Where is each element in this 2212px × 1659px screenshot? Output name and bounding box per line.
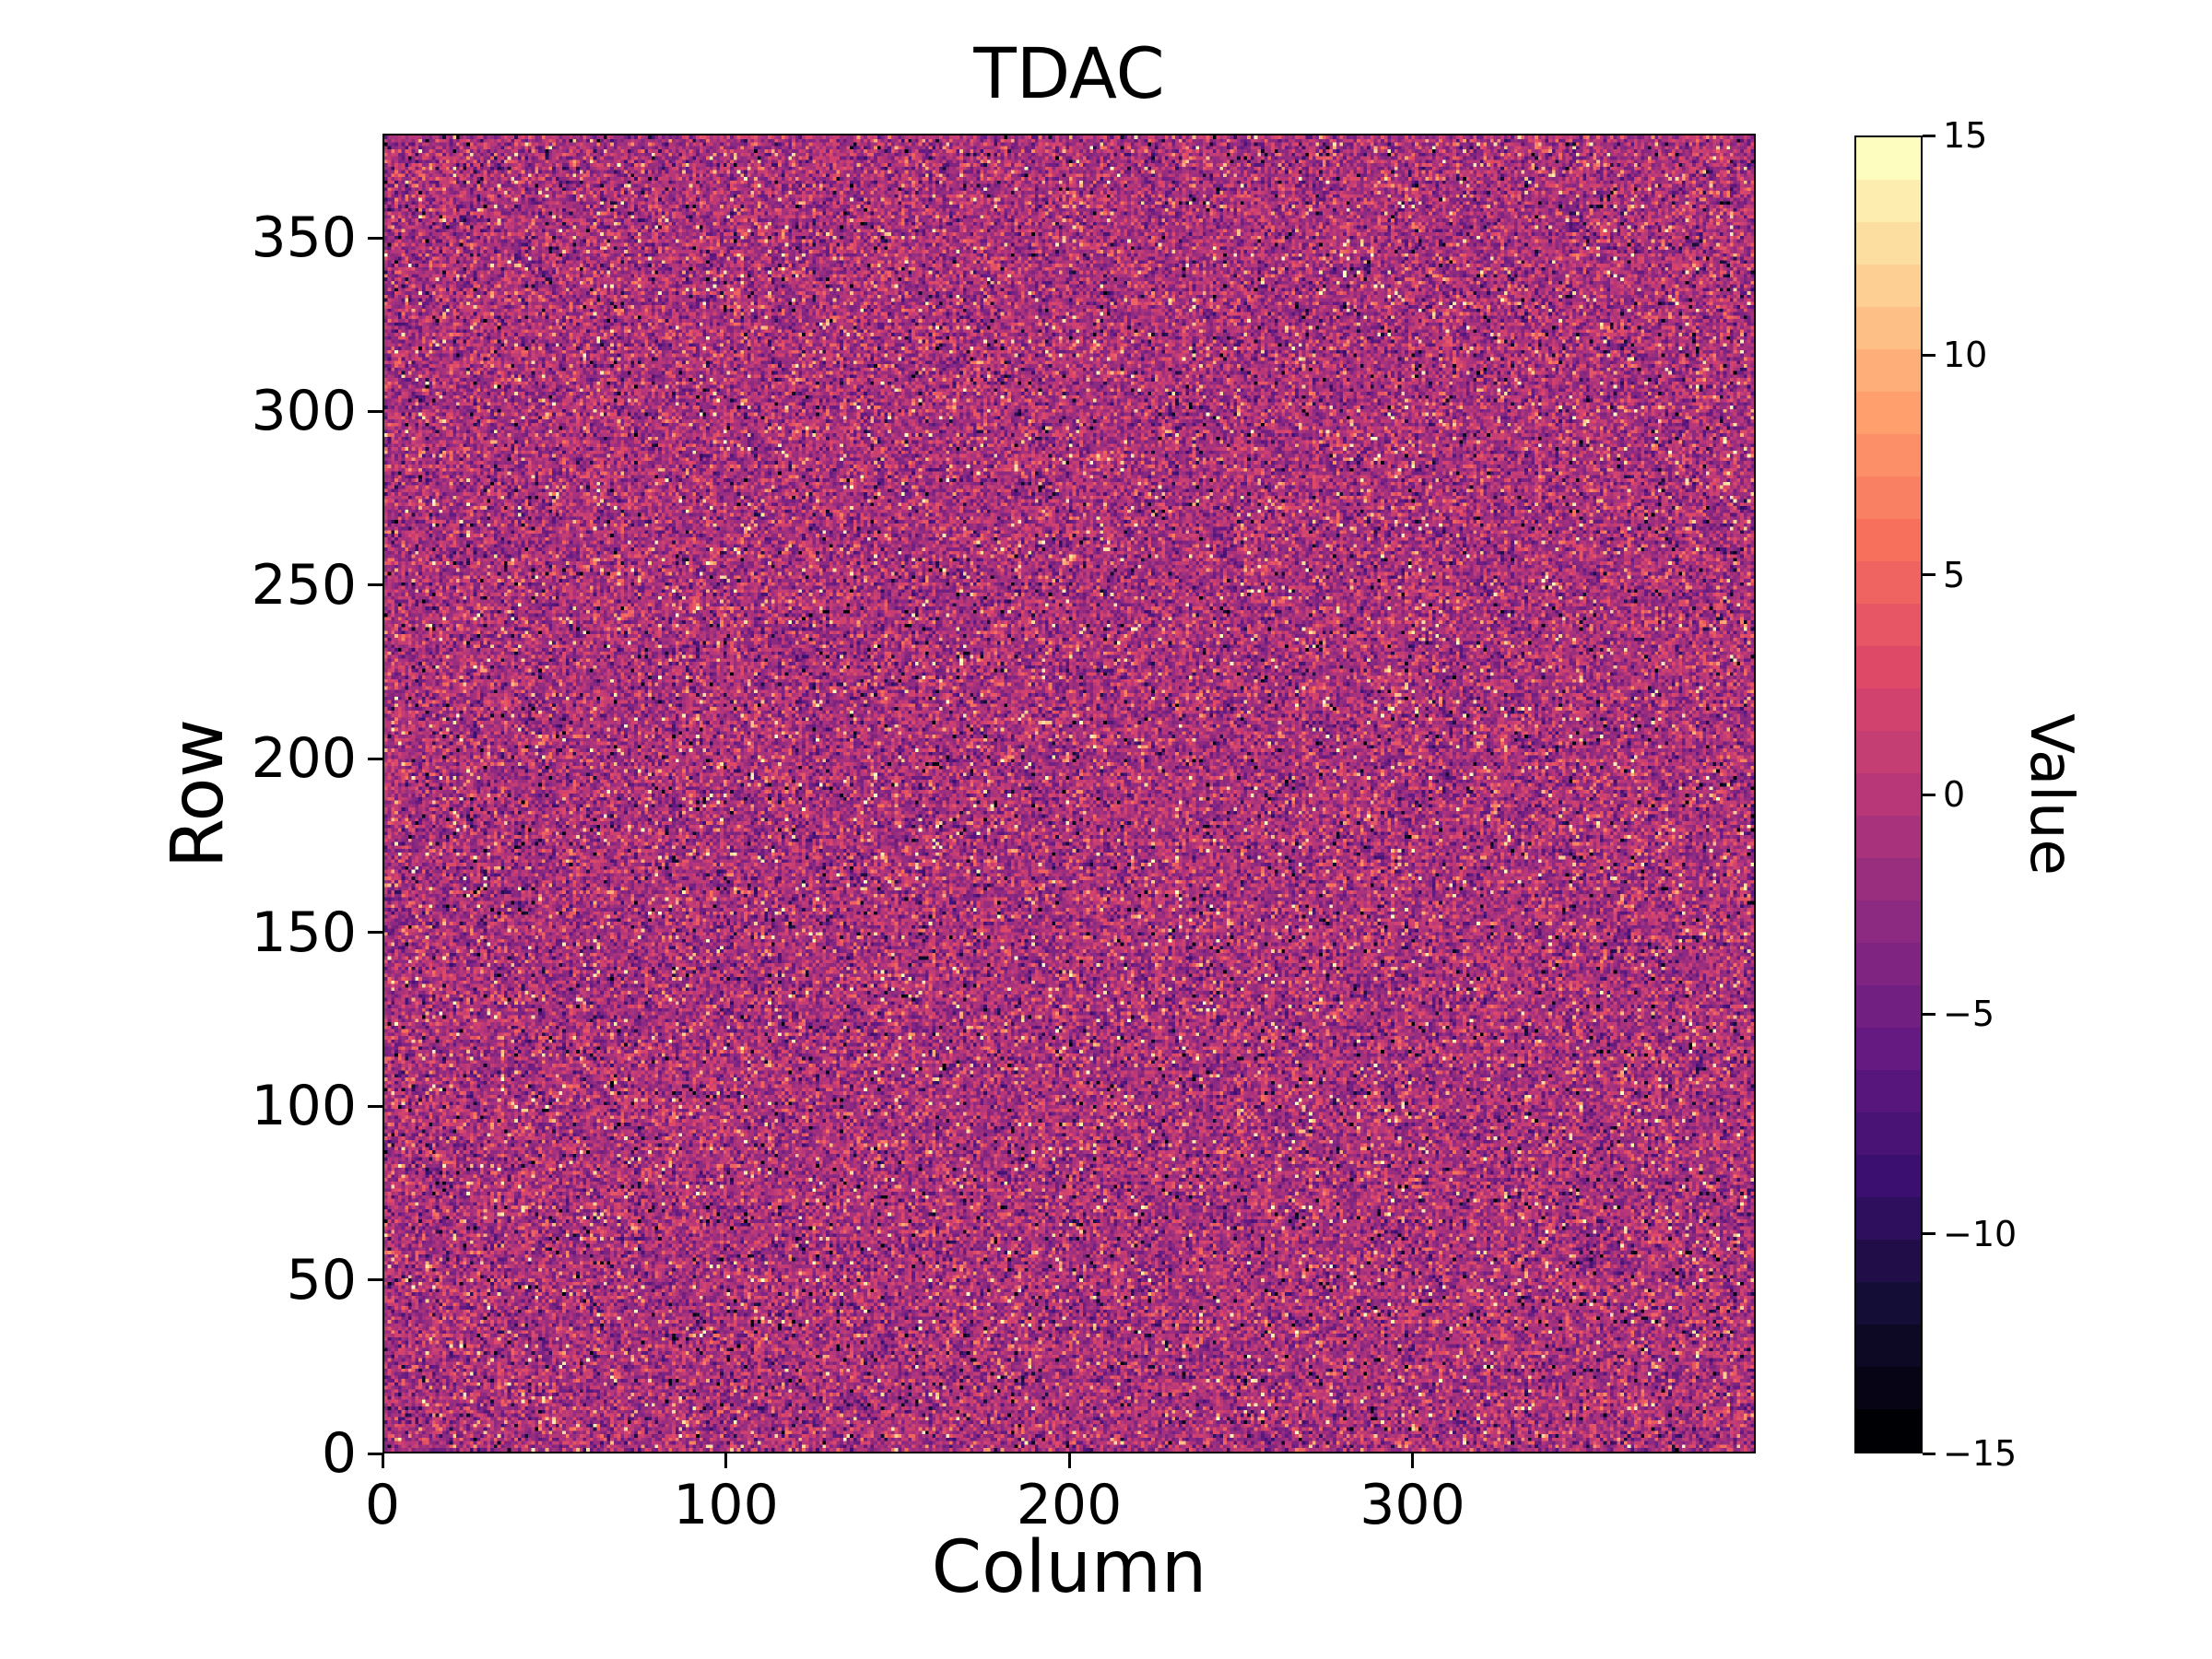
y-tick-label: 350 (251, 206, 357, 271)
colorbar-tick-mark (1923, 1232, 1936, 1236)
y-tick-mark (368, 583, 382, 587)
colorbar-tick-label: −15 (1943, 1433, 2018, 1474)
colorbar-tick-mark (1923, 353, 1936, 357)
colorbar-label: Value (2017, 713, 2085, 876)
y-tick-mark (368, 931, 382, 935)
y-tick-label: 150 (251, 900, 357, 965)
x-tick-label: 0 (364, 1473, 401, 1537)
x-axis-label: Column (931, 1526, 1207, 1609)
y-tick-label: 200 (251, 726, 357, 792)
colorbar-tick-label: 10 (1943, 335, 1988, 376)
colorbar-tick-mark (1923, 793, 1936, 796)
chart-title: TDAC (973, 32, 1165, 114)
x-tick-mark (1411, 1453, 1414, 1468)
x-tick-label: 300 (1359, 1473, 1465, 1537)
colorbar-tick-mark (1923, 1452, 1936, 1455)
colorbar-tick-label: −10 (1943, 1213, 2018, 1254)
y-tick-mark (368, 1452, 382, 1455)
colorbar-tick-label: −5 (1943, 994, 1995, 1035)
x-tick-mark (381, 1453, 384, 1468)
x-tick-mark (724, 1453, 727, 1468)
colorbar-canvas (1856, 137, 1921, 1452)
y-tick-label: 100 (251, 1074, 357, 1139)
x-tick-label: 200 (1016, 1473, 1123, 1537)
colorbar-tick-label: 0 (1943, 774, 1966, 815)
colorbar-tick-mark (1923, 573, 1936, 577)
y-tick-label: 300 (251, 379, 357, 444)
y-tick-mark (368, 236, 382, 240)
heatmap-canvas (384, 135, 1754, 1452)
y-tick-mark (368, 757, 382, 760)
y-tick-mark (368, 1278, 382, 1282)
x-tick-label: 100 (673, 1473, 779, 1537)
colorbar-tick-label: 15 (1943, 115, 1988, 156)
y-tick-label: 0 (321, 1421, 357, 1486)
colorbar (1854, 135, 1923, 1453)
y-tick-label: 50 (286, 1247, 357, 1312)
y-tick-mark (368, 1104, 382, 1108)
plot-area (382, 134, 1756, 1453)
y-axis-label: Row (157, 718, 240, 869)
x-tick-mark (1067, 1453, 1071, 1468)
colorbar-tick-mark (1923, 134, 1936, 137)
colorbar-tick-mark (1923, 1012, 1936, 1016)
y-tick-mark (368, 409, 382, 413)
y-tick-label: 250 (251, 552, 357, 618)
colorbar-tick-label: 5 (1943, 554, 1966, 595)
